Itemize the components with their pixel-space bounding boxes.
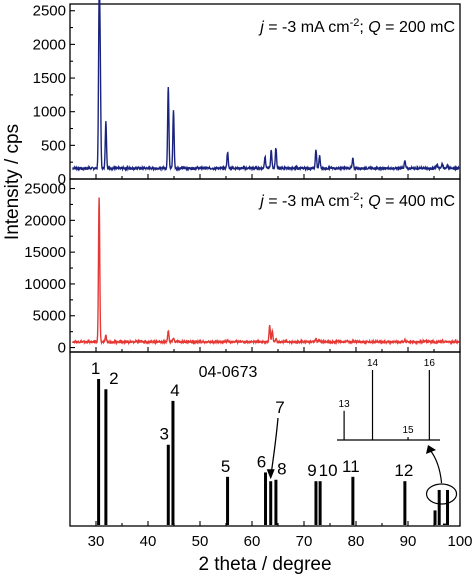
inset-label-13: 13 (339, 399, 351, 410)
x-tick-label: 50 (192, 533, 209, 550)
x-tick-label: 60 (244, 533, 261, 550)
zoom-arrowhead (426, 445, 436, 454)
reference-card-title: 04-0673 (199, 364, 258, 381)
inset-label-14: 14 (367, 358, 379, 369)
x-tick-label: 70 (296, 533, 313, 550)
mid-separator: ; (359, 193, 368, 210)
peak-7-arrowhead (266, 469, 275, 480)
x-tick-label: 100 (447, 533, 472, 550)
y-tick-label: 2500 (33, 3, 66, 20)
peak-label-2: 2 (109, 369, 118, 388)
peak-label-10: 10 (319, 461, 338, 480)
y-tick-label: 500 (41, 137, 66, 154)
x-tick-label: 90 (400, 533, 417, 550)
x-tick-label: 30 (88, 533, 105, 550)
peak-label-4: 4 (170, 381, 179, 400)
mid-j-symbol: j (258, 193, 264, 210)
peak-label-8: 8 (277, 460, 286, 479)
inset-label-16: 16 (424, 358, 436, 369)
inset-label-15: 15 (402, 425, 414, 436)
y-tick-label: 25000 (24, 181, 66, 198)
top-j-value: = -3 mA cm (264, 19, 350, 36)
y-axis-label: Intensity / cps (2, 124, 23, 240)
top-separator: ; (359, 19, 368, 36)
y-axis-ticks: 0500100015002000250005000100001500020000… (24, 3, 75, 357)
peak-label-12: 12 (394, 461, 413, 480)
series-line-400mC (71, 197, 460, 346)
x-tick-label: 40 (140, 533, 157, 550)
series-line-200mC (72, 0, 460, 173)
zoom-ellipse (425, 483, 458, 505)
top-j-exponent: -2 (350, 17, 360, 29)
top-q-value: = 200 mC (381, 19, 455, 36)
y-tick-label: 0 (58, 340, 66, 357)
peak-label-7: 7 (275, 398, 284, 417)
y-tick-label: 15000 (24, 244, 66, 261)
bottom-panel-frame (69, 351, 461, 527)
y-tick-label: 0 (58, 171, 66, 188)
y-tick-label: 20000 (24, 212, 66, 229)
peak-7-arrow (270, 417, 279, 474)
inset-zoom: 13 14 15 16 (337, 358, 458, 505)
mid-q-symbol: Q (368, 193, 380, 210)
peak-label-6: 6 (257, 452, 266, 471)
peak-label-3: 3 (160, 425, 169, 444)
y-tick-label: 10000 (24, 276, 66, 293)
peak-label-11: 11 (342, 457, 360, 476)
x-axis-ticks: 30 40 50 60 70 80 90 100 (88, 174, 473, 550)
peak-label-5: 5 (221, 457, 230, 476)
middle-panel-annotation: j = -3 mA cm-2; Q = 400 mC (258, 191, 455, 210)
y-tick-label: 5000 (33, 308, 66, 325)
mid-j-exponent: -2 (350, 191, 360, 203)
y-tick-label: 2000 (33, 36, 66, 53)
peak-label-1: 1 (91, 359, 100, 378)
mid-j-value: = -3 mA cm (264, 193, 350, 210)
top-panel-annotation: j = -3 mA cm-2; Q = 200 mC (258, 17, 455, 36)
y-tick-label: 1000 (33, 104, 66, 121)
peak-label-9: 9 (307, 461, 316, 480)
zoom-arrow (429, 449, 443, 484)
top-j-symbol: j (258, 19, 264, 36)
x-axis-label: 2 theta / degree (198, 554, 331, 575)
x-tick-label: 80 (348, 533, 365, 550)
top-q-symbol: Q (368, 19, 380, 36)
y-tick-label: 1500 (33, 70, 66, 87)
mid-q-value: = 400 mC (381, 193, 455, 210)
